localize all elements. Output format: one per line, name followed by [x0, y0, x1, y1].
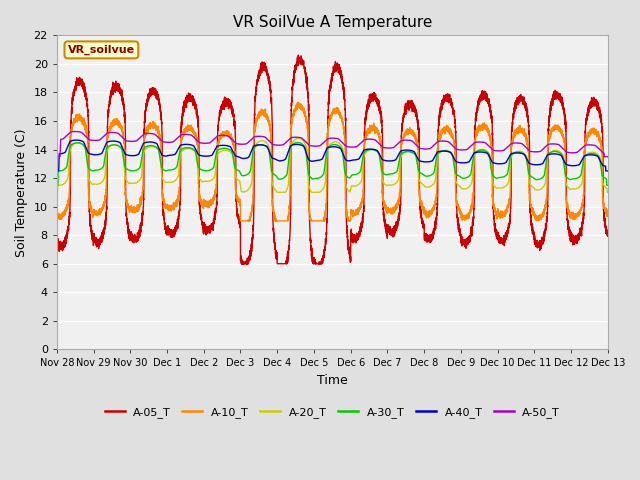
A-30_T	[294, 140, 301, 145]
A-10_T	[581, 142, 589, 147]
A-05_T	[604, 232, 612, 238]
Line: A-05_T: A-05_T	[57, 55, 608, 264]
Title: VR SoilVue A Temperature: VR SoilVue A Temperature	[232, 15, 432, 30]
A-20_T	[294, 135, 302, 141]
A-30_T	[574, 175, 582, 180]
Line: A-20_T: A-20_T	[57, 138, 608, 192]
A-05_T	[240, 261, 248, 266]
A-10_T	[472, 138, 479, 144]
A-10_T	[237, 218, 244, 224]
A-05_T	[237, 261, 245, 266]
A-50_T	[581, 143, 589, 148]
A-50_T	[53, 154, 61, 159]
A-10_T	[53, 213, 61, 218]
A-05_T	[456, 227, 463, 232]
A-30_T	[604, 182, 612, 188]
A-20_T	[471, 151, 479, 157]
A-40_T	[456, 160, 463, 166]
Line: A-50_T: A-50_T	[57, 132, 608, 156]
A-30_T	[314, 176, 321, 181]
A-50_T	[574, 149, 582, 155]
A-50_T	[471, 140, 479, 145]
A-05_T	[472, 125, 479, 131]
A-30_T	[53, 182, 61, 188]
Line: A-40_T: A-40_T	[57, 140, 608, 171]
A-40_T	[314, 157, 321, 163]
A-10_T	[604, 213, 612, 219]
A-20_T	[314, 190, 321, 195]
A-20_T	[581, 155, 589, 160]
A-20_T	[604, 190, 612, 195]
Legend: A-05_T, A-10_T, A-20_T, A-30_T, A-40_T, A-50_T: A-05_T, A-10_T, A-20_T, A-30_T, A-40_T, …	[100, 403, 564, 422]
A-40_T	[581, 153, 589, 158]
A-05_T	[574, 233, 582, 239]
A-10_T	[574, 211, 582, 216]
A-10_T	[456, 208, 463, 214]
A-10_T	[294, 99, 302, 105]
A-50_T	[72, 129, 79, 134]
A-20_T	[53, 190, 61, 195]
A-40_T	[471, 150, 479, 156]
A-30_T	[581, 154, 589, 159]
A-30_T	[471, 150, 479, 156]
A-50_T	[456, 147, 463, 153]
A-05_T	[53, 240, 61, 245]
A-30_T	[456, 173, 463, 179]
A-20_T	[456, 183, 463, 189]
A-40_T	[53, 168, 61, 174]
A-50_T	[604, 154, 612, 159]
A-40_T	[72, 137, 80, 143]
A-30_T	[240, 173, 248, 179]
A-05_T	[294, 52, 302, 58]
A-50_T	[240, 141, 248, 147]
Y-axis label: Soil Temperature (C): Soil Temperature (C)	[15, 128, 28, 257]
A-40_T	[604, 168, 612, 174]
A-20_T	[574, 185, 582, 191]
Line: A-30_T: A-30_T	[57, 143, 608, 185]
A-20_T	[240, 189, 248, 195]
A-40_T	[240, 156, 248, 161]
Text: VR_soilvue: VR_soilvue	[68, 45, 135, 55]
A-10_T	[240, 218, 248, 224]
Line: A-10_T: A-10_T	[57, 102, 608, 221]
X-axis label: Time: Time	[317, 374, 348, 387]
A-40_T	[574, 162, 582, 168]
A-05_T	[314, 261, 321, 266]
A-50_T	[314, 143, 321, 149]
A-10_T	[314, 218, 321, 224]
A-05_T	[581, 143, 589, 148]
